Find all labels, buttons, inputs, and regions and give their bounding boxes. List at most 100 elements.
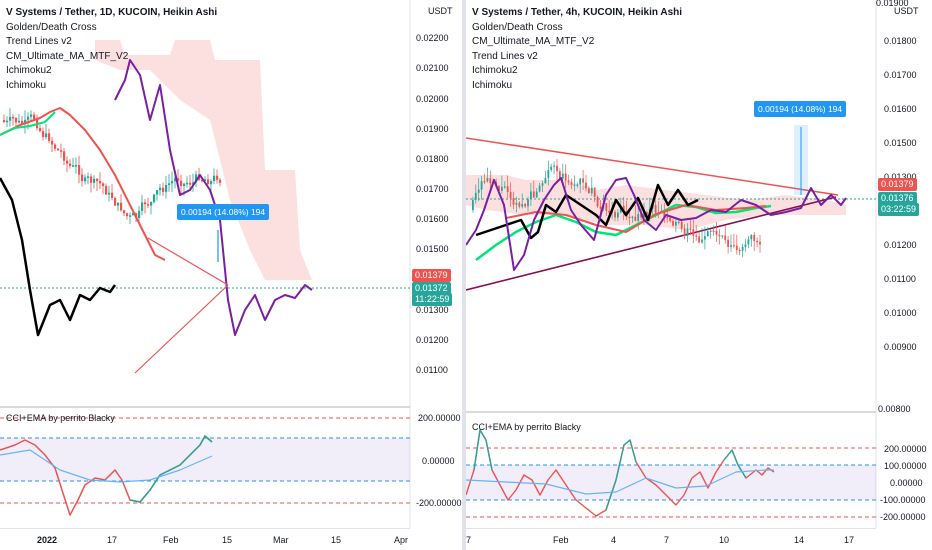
price-tick: 0.01000 <box>884 308 917 318</box>
candle-body <box>599 206 602 209</box>
trendline-lower <box>134 284 229 374</box>
candle-body <box>78 165 81 175</box>
candle-body <box>730 245 732 247</box>
price-tick: 0.02100 <box>416 63 449 73</box>
osc-band <box>466 465 876 500</box>
candle-body <box>96 178 99 182</box>
current-price-tag: 0.01372 <box>412 282 451 295</box>
ema-line <box>466 469 774 495</box>
candle-body <box>30 114 33 117</box>
indicator-ichimoku2[interactable]: Ichimoku2 <box>6 65 52 76</box>
currency-label: USDT <box>428 6 453 16</box>
candle-body <box>501 186 503 191</box>
price-tick: 0.01600 <box>884 104 917 114</box>
candle-body <box>6 120 9 123</box>
time-axis[interactable]: 2022 17 Feb 15 Mar 15 Apr <box>0 528 410 550</box>
indicator-trend-lines[interactable]: Trend Lines v2 <box>472 50 538 62</box>
candle-body <box>102 183 105 186</box>
candle-body <box>84 177 87 182</box>
time-tick: Feb <box>553 535 569 545</box>
candle-body <box>150 202 153 206</box>
chart-pane-4h[interactable]: V Systems / Tether, 4h, KUCOIN, Heikin A… <box>466 0 932 550</box>
time-tick: Mar <box>273 535 289 545</box>
candle-body <box>512 198 515 205</box>
candle-body <box>138 210 141 218</box>
candle-body <box>576 184 579 186</box>
measure-label[interactable]: 0.00194 (14.08%) 194 <box>177 204 270 220</box>
candle-body <box>213 175 216 182</box>
cci-line-up <box>129 435 213 503</box>
indicator-ichimoku[interactable]: Ichimoku <box>472 79 513 91</box>
oscillator-label[interactable]: CCI+EMA by perrito Blacky <box>6 413 115 423</box>
chart-canvas-4h[interactable] <box>466 0 932 550</box>
candle-body <box>738 250 741 252</box>
candle-body <box>39 128 42 131</box>
indicator-cm-ultimate-ma[interactable]: CM_Ultimate_MA_MTF_V2 <box>6 50 129 62</box>
chart-pane-daily[interactable]: V Systems / Tether, 1D, KUCOIN, Heikin A… <box>0 0 462 550</box>
candle-body <box>727 239 729 247</box>
price-tick: 0.01700 <box>884 70 917 80</box>
indicator-golden-death-cross[interactable]: Golden/Death Cross <box>472 21 563 33</box>
candle-body <box>105 185 108 195</box>
time-axis[interactable]: 7 Feb 4 7 10 14 17 <box>466 528 876 550</box>
candle-body <box>637 213 640 221</box>
candle-body <box>582 178 584 183</box>
candle-body <box>9 116 12 121</box>
candle-body <box>677 221 680 223</box>
measure-label[interactable]: 0.00194 (14.08%) 194 <box>754 101 847 117</box>
candle-body <box>567 180 570 183</box>
candle-body <box>518 202 521 207</box>
indicator-golden-death-cross[interactable]: Golden/Death Cross <box>6 21 97 33</box>
chikou-line <box>466 177 847 271</box>
candle-body <box>756 240 758 243</box>
price-tick-partial: 0.00800 <box>878 404 911 414</box>
candle-body <box>153 194 156 203</box>
candle-body <box>654 204 657 213</box>
time-tick: Apr <box>394 535 409 545</box>
candle-body <box>15 117 18 123</box>
candle-body <box>741 246 744 251</box>
candle-body <box>93 178 96 183</box>
indicator-trend-lines[interactable]: Trend Lines v2 <box>6 36 72 47</box>
price-tick: 0.01800 <box>884 36 917 46</box>
candle-body <box>675 221 677 226</box>
indicator-ichimoku2[interactable]: Ichimoku2 <box>472 65 518 76</box>
symbol-title[interactable]: V Systems / Tether, 1D, KUCOIN, Heikin A… <box>6 7 218 18</box>
time-tick: 7 <box>664 535 670 545</box>
candle-body <box>631 216 634 219</box>
candle-body <box>24 119 27 124</box>
indicator-ichimoku[interactable]: Ichimoku <box>6 79 47 91</box>
candle-body <box>527 199 529 207</box>
price-tick: 0.01800 <box>416 154 449 164</box>
candle-body <box>57 148 60 151</box>
osc-tick: -100.00000 <box>880 495 926 505</box>
time-tick: 4 <box>611 535 617 545</box>
price-tick-partial: 0.01900 <box>876 0 909 8</box>
countdown-tag: 03:22:59 <box>878 203 920 216</box>
candle-body <box>117 202 120 206</box>
symbol-title[interactable]: V Systems / Tether, 4h, KUCOIN, Heikin A… <box>472 7 683 18</box>
candle-body <box>709 230 712 232</box>
price-tick: 0.01100 <box>884 274 916 284</box>
candle-body <box>3 120 6 123</box>
osc-tick: -200.00000 <box>416 498 462 508</box>
candle-body <box>585 182 587 189</box>
candle-body <box>114 197 117 206</box>
candle-body <box>159 187 162 191</box>
candle-body <box>87 176 90 178</box>
candle-body <box>144 202 147 205</box>
candle-body <box>147 204 150 206</box>
time-tick: 15 <box>331 535 342 545</box>
candle-body <box>622 205 625 212</box>
ema-line <box>0 449 213 483</box>
osc-tick: 200.00000 <box>418 413 461 423</box>
pane-divider[interactable] <box>462 0 466 550</box>
currency-label: USDT <box>894 6 919 16</box>
indicator-cm-ultimate-ma[interactable]: CM_Ultimate_MA_MTF_V2 <box>472 36 595 47</box>
candle-body <box>69 163 72 166</box>
candle-body <box>541 183 544 186</box>
price-tick: 0.01600 <box>416 214 449 224</box>
candle-body <box>538 185 541 192</box>
legend-daily: V Systems / Tether, 1D, KUCOIN, Heikin A… <box>6 6 217 93</box>
oscillator-label[interactable]: CCI+EMA by perrito Blacky <box>472 422 581 432</box>
